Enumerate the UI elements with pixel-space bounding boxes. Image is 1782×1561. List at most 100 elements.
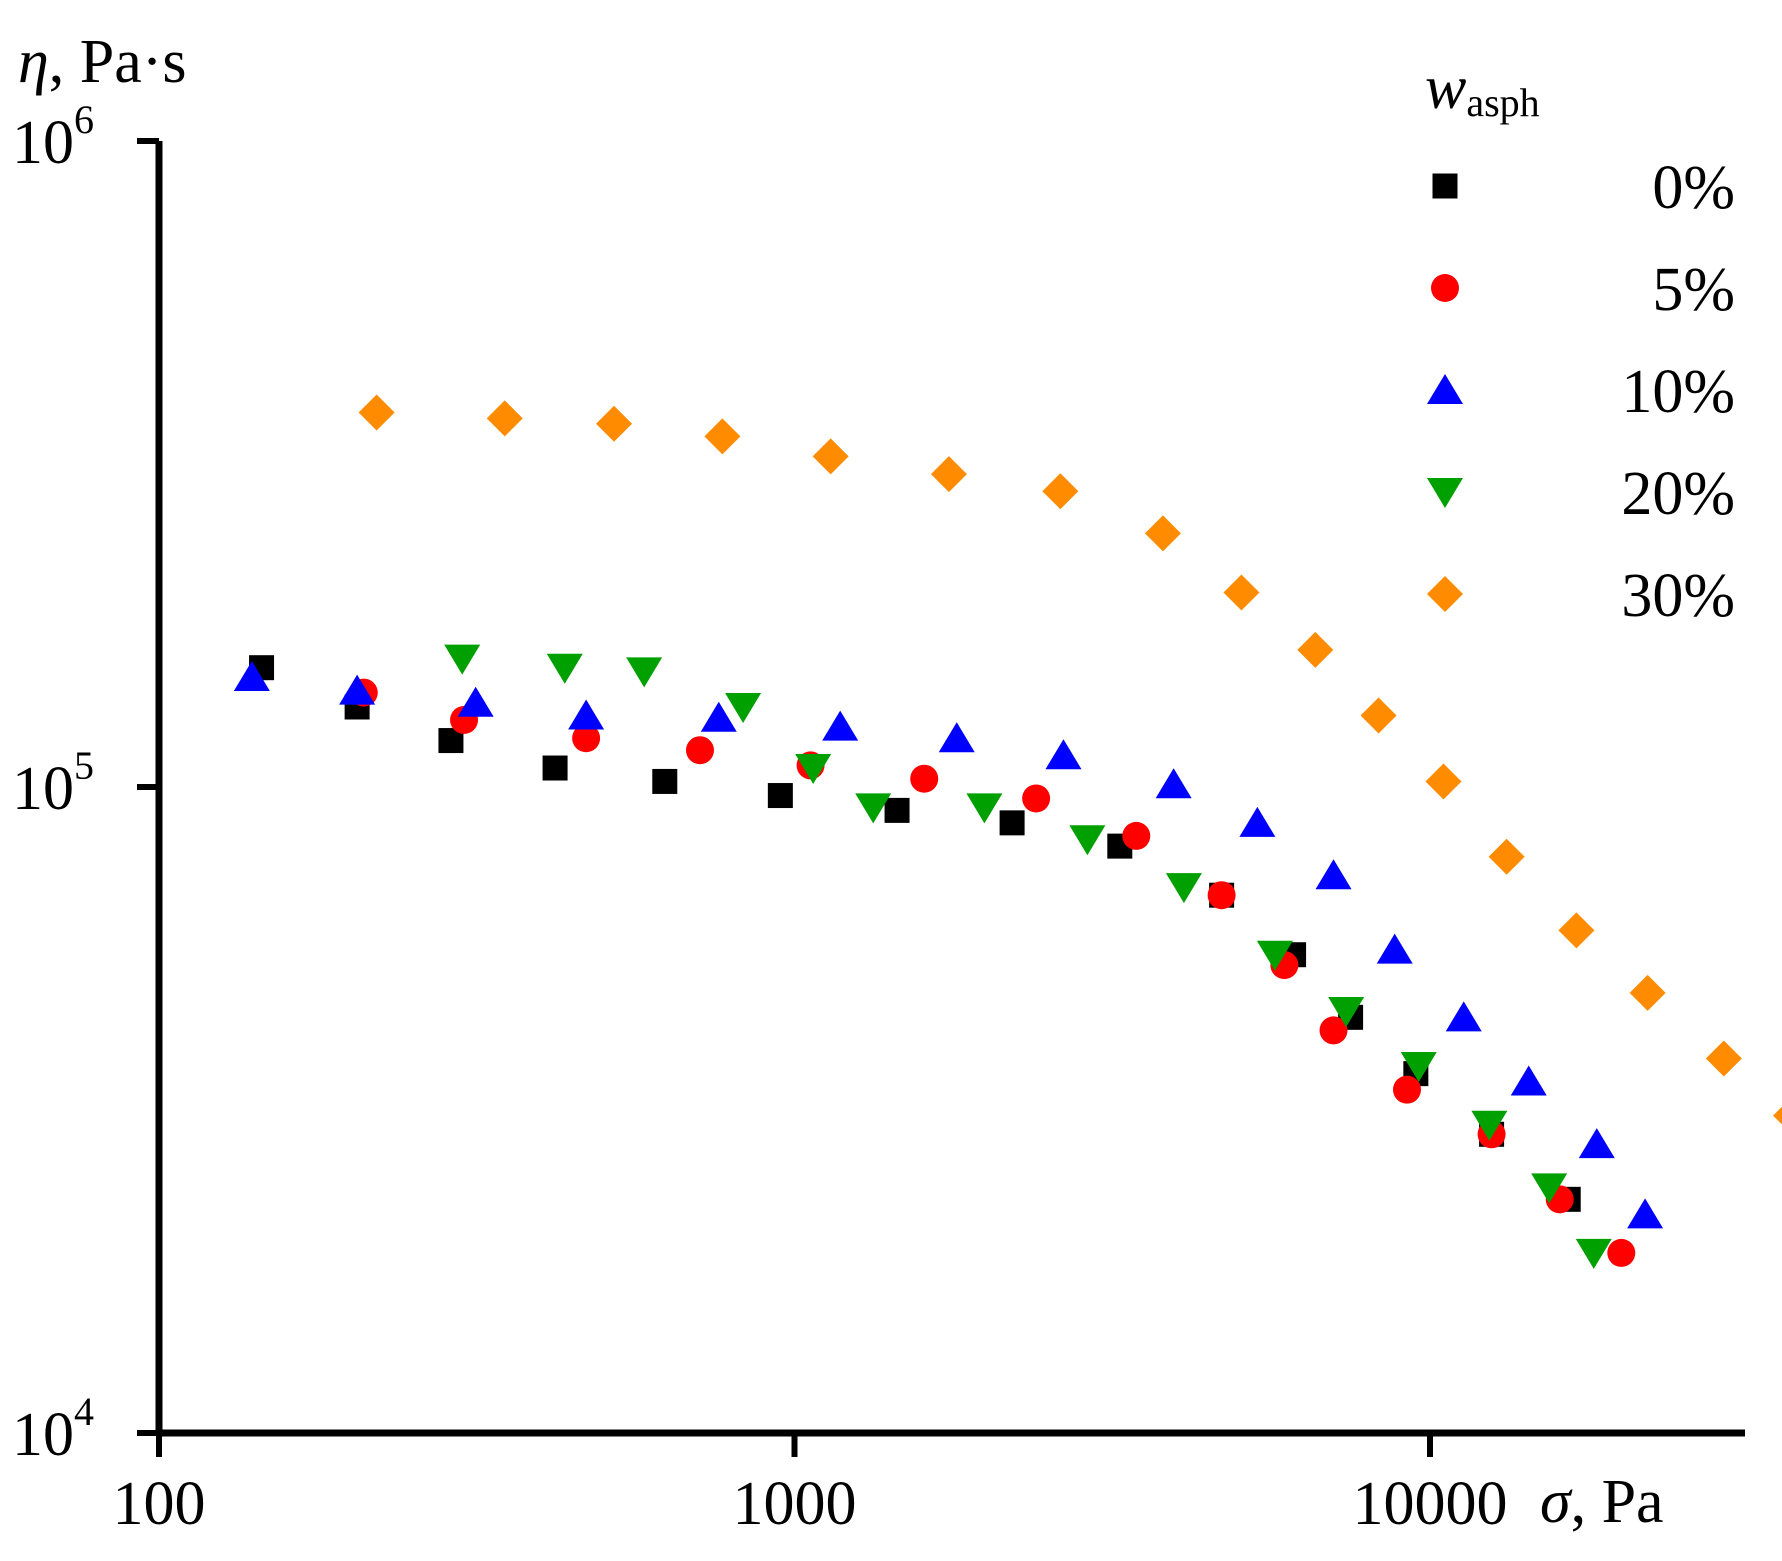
- y-tick-label-0: 104: [12, 1389, 94, 1469]
- data-point-3-6: [966, 793, 1003, 824]
- legend-marker-0: [1432, 173, 1458, 199]
- series-30%: [358, 394, 1782, 1125]
- x-tick-label-1: 1000: [733, 1470, 857, 1538]
- data-point-2-0: [233, 661, 270, 692]
- data-point-3-1: [546, 653, 583, 684]
- legend-marker-2: [1427, 374, 1463, 404]
- data-point-3-11: [1400, 1051, 1437, 1082]
- data-point-1-7: [1122, 821, 1151, 850]
- legend-label-4: 30%: [1621, 562, 1735, 630]
- data-point-4-12: [1488, 838, 1525, 875]
- data-point-4-14: [1629, 974, 1666, 1011]
- data-point-2-11: [1376, 933, 1413, 964]
- data-point-0-3: [542, 755, 568, 781]
- data-point-3-5: [855, 793, 892, 824]
- y-tick-label-1: 105: [12, 743, 94, 823]
- data-point-2-7: [1045, 739, 1082, 770]
- data-point-3-9: [1256, 940, 1293, 971]
- legend-marker-1: [1431, 274, 1459, 302]
- data-point-1-8: [1207, 881, 1236, 910]
- data-point-2-13: [1510, 1065, 1547, 1096]
- data-point-4-8: [1223, 574, 1260, 611]
- data-point-2-12: [1445, 1001, 1482, 1032]
- data-point-2-15: [1627, 1198, 1664, 1229]
- data-point-1-14: [1607, 1238, 1636, 1267]
- y-axis-unit: , Pa·s: [49, 28, 187, 96]
- data-point-1-2: [572, 724, 601, 753]
- data-point-2-1: [339, 674, 376, 705]
- data-points: [233, 394, 1782, 1269]
- x-tick-label-0: 100: [113, 1470, 206, 1538]
- data-point-2-10: [1315, 859, 1352, 890]
- y-tick-label-base-2: 10: [12, 109, 74, 177]
- data-point-1-6: [1022, 784, 1051, 813]
- data-point-4-5: [930, 456, 967, 493]
- data-point-3-7: [1069, 825, 1106, 856]
- x-axis-unit: , Pa: [1571, 1468, 1664, 1536]
- x-axis-symbol: σ: [1540, 1468, 1573, 1536]
- x-axis-title: σ, Pa: [1540, 1468, 1664, 1536]
- legend-label-2: 10%: [1621, 358, 1735, 426]
- y-tick-label-2: 106: [12, 97, 94, 177]
- series-10%: [233, 661, 1664, 1229]
- data-point-4-15: [1705, 1040, 1742, 1077]
- legend-label-1: 5%: [1652, 256, 1735, 324]
- data-point-1-11: [1392, 1075, 1421, 1104]
- data-point-4-13: [1558, 912, 1595, 949]
- data-point-3-4: [795, 754, 832, 785]
- data-point-2-4: [700, 701, 737, 732]
- y-tick-label-base-1: 10: [12, 755, 74, 823]
- data-point-1-5: [910, 764, 939, 793]
- series-0%: [249, 655, 1581, 1212]
- legend-label-0: 0%: [1652, 154, 1735, 222]
- data-point-0-4: [652, 768, 678, 794]
- legend-marker-3: [1427, 478, 1463, 508]
- data-point-4-10: [1360, 697, 1397, 734]
- data-point-3-14: [1575, 1238, 1612, 1269]
- y-axis-symbol: η: [18, 28, 49, 96]
- data-point-3-2: [626, 657, 663, 688]
- data-point-4-4: [812, 438, 849, 475]
- data-point-2-2: [457, 686, 494, 717]
- data-point-4-0: [358, 394, 395, 431]
- data-point-3-0: [444, 644, 481, 675]
- data-point-4-7: [1144, 515, 1181, 552]
- axis-ticks: [137, 138, 1433, 1457]
- y-axis-title: η, Pa·s: [18, 28, 187, 96]
- data-point-2-9: [1239, 806, 1276, 837]
- data-point-2-8: [1155, 768, 1192, 799]
- data-point-2-3: [568, 699, 605, 730]
- x-tick-label-2: 10000: [1353, 1470, 1508, 1538]
- data-point-3-12: [1471, 1110, 1508, 1141]
- data-point-4-3: [704, 418, 741, 455]
- y-tick-label-exp-2: 6: [74, 97, 94, 142]
- data-point-3-8: [1165, 873, 1202, 904]
- data-point-2-14: [1578, 1128, 1615, 1159]
- data-point-3-3: [725, 692, 762, 723]
- data-point-0-5: [767, 783, 793, 809]
- data-point-3-10: [1328, 997, 1365, 1028]
- y-tick-label-base-0: 10: [12, 1401, 74, 1469]
- legend-marker-4: [1427, 576, 1463, 612]
- data-point-4-9: [1297, 631, 1334, 668]
- data-point-4-1: [486, 400, 523, 437]
- data-point-2-5: [822, 710, 859, 741]
- data-point-0-6: [884, 797, 910, 823]
- legend: wasph 0% 5% 10% 20% 30%: [1425, 54, 1735, 630]
- data-point-4-16: [1773, 1106, 1782, 1125]
- legend-title: wasph: [1425, 54, 1540, 125]
- legend-title-main: w: [1425, 54, 1466, 122]
- data-point-1-10: [1319, 1016, 1348, 1045]
- data-point-4-2: [596, 405, 633, 442]
- series-20%: [444, 644, 1612, 1269]
- data-point-1-3: [685, 736, 714, 765]
- data-point-4-6: [1042, 473, 1079, 510]
- data-point-3-13: [1531, 1173, 1568, 1204]
- legend-label-3: 20%: [1621, 460, 1735, 528]
- data-point-4-11: [1425, 763, 1462, 800]
- y-tick-label-exp-1: 5: [74, 743, 94, 788]
- data-point-2-6: [938, 722, 975, 753]
- legend-title-sub: asph: [1466, 80, 1539, 125]
